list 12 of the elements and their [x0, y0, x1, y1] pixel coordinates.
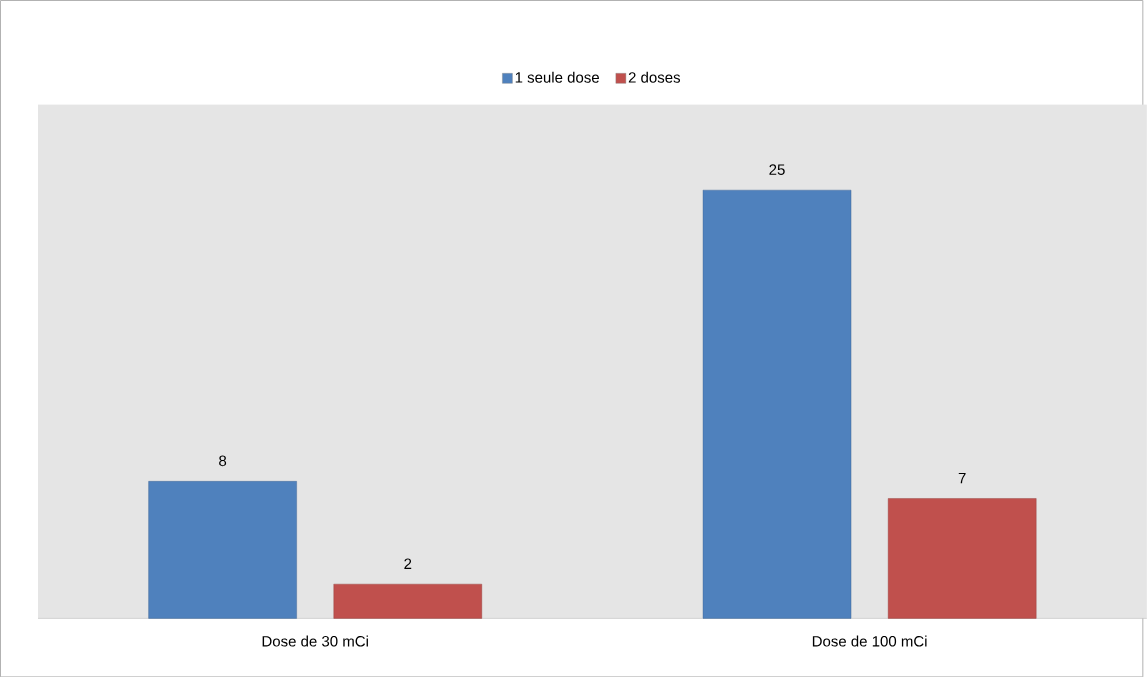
data-label: 8	[219, 455, 227, 466]
legend-label: 1 seule dose	[515, 71, 599, 83]
bar	[702, 189, 852, 619]
data-label: 7	[958, 472, 966, 484]
bar	[887, 498, 1037, 619]
legend-label: 2 doses	[628, 71, 681, 83]
x-tick-label: Dose de 30 mCi	[262, 635, 368, 647]
bar	[333, 583, 482, 619]
x-tick-label: Dose de 100 mCi	[812, 635, 927, 647]
bar	[148, 480, 297, 619]
data-label: 2	[404, 558, 412, 569]
data-label: 25	[769, 164, 785, 175]
